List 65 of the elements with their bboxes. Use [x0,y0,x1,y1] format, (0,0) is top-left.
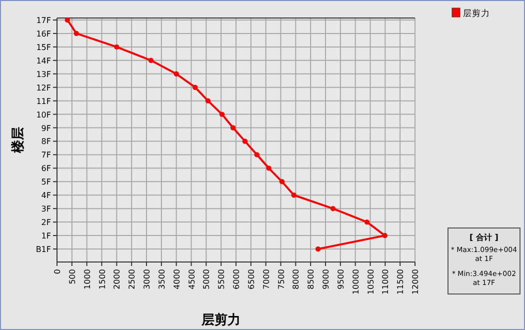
point [382,232,388,238]
x-tick-label: 12000 [411,269,420,294]
x-tick-label: 8500 [306,269,316,290]
point [174,71,179,76]
y-tick-label: 10F [36,110,52,120]
x-tick-label: 0 [53,269,62,274]
x-tick-label: 10500 [366,269,376,294]
x-tick-label: 5500 [217,269,226,290]
text: [ 合计 ] [470,233,498,242]
y-tick-label: 16F [36,29,52,38]
point [242,138,248,144]
point [266,166,272,171]
y-tick-label: 17F [36,16,52,25]
x-tick-label: 2500 [128,269,137,290]
point [74,30,79,36]
y-tick-label: 3F [41,204,52,214]
y-tick-label: 9F [41,124,52,133]
y-tick-label: 12F [36,83,52,92]
y-tick-label: 1F [41,232,52,241]
x-tick-label: 2000 [112,269,122,290]
point [114,44,120,50]
y-tick-label: 15F [36,42,52,52]
y-axis-title: 楼层 [11,127,26,154]
y-tick-label: 11F [36,96,52,106]
y-tick-label: 13F [36,70,52,79]
point [192,84,198,90]
point [364,219,370,225]
x-tick-label: 4500 [187,269,196,290]
point [315,246,321,252]
y-tick-label: 8F [41,137,52,146]
point [254,152,260,158]
x-tick-label: 8000 [292,269,301,290]
y-tick-label: B1F [36,245,52,254]
x-axis-title: 层剪力 [200,312,240,328]
point [330,206,336,212]
x-tick-label: 3500 [157,269,166,290]
point [279,179,285,184]
y-tick-label: 14F [36,56,52,66]
legend-label: 层剪力 [463,8,490,19]
point [291,192,296,198]
x-tick-label: 6000 [232,269,241,290]
x-tick-label: 9500 [336,269,346,290]
x-tick-label: 1000 [82,269,92,290]
y-tick-label: 4F [41,191,52,200]
x-tick-label: 7500 [276,269,286,290]
x-tick-label: 5000 [202,269,212,290]
y-tick-label: 5F [41,178,52,187]
x-tick-label: 500 [68,269,77,284]
point [205,98,211,104]
x-tick-label: 6500 [246,269,256,290]
x-tick-label: 11500 [396,269,406,294]
point [219,112,225,117]
x-tick-label: 1500 [98,269,107,290]
x-tick-label: 11000 [381,269,390,294]
y-tick-label: 2F [41,218,52,228]
point [230,125,236,130]
x-tick-label: 7000 [262,269,271,290]
x-tick-label: 10000 [351,269,360,294]
point [148,58,154,64]
x-tick-label: 9000 [322,269,330,290]
x-tick-label: 3000 [142,269,152,290]
x-tick-label: 4000 [172,269,182,290]
y-tick-label: 6F [41,164,52,174]
point [64,17,70,23]
y-tick-label: 7F [41,150,52,160]
